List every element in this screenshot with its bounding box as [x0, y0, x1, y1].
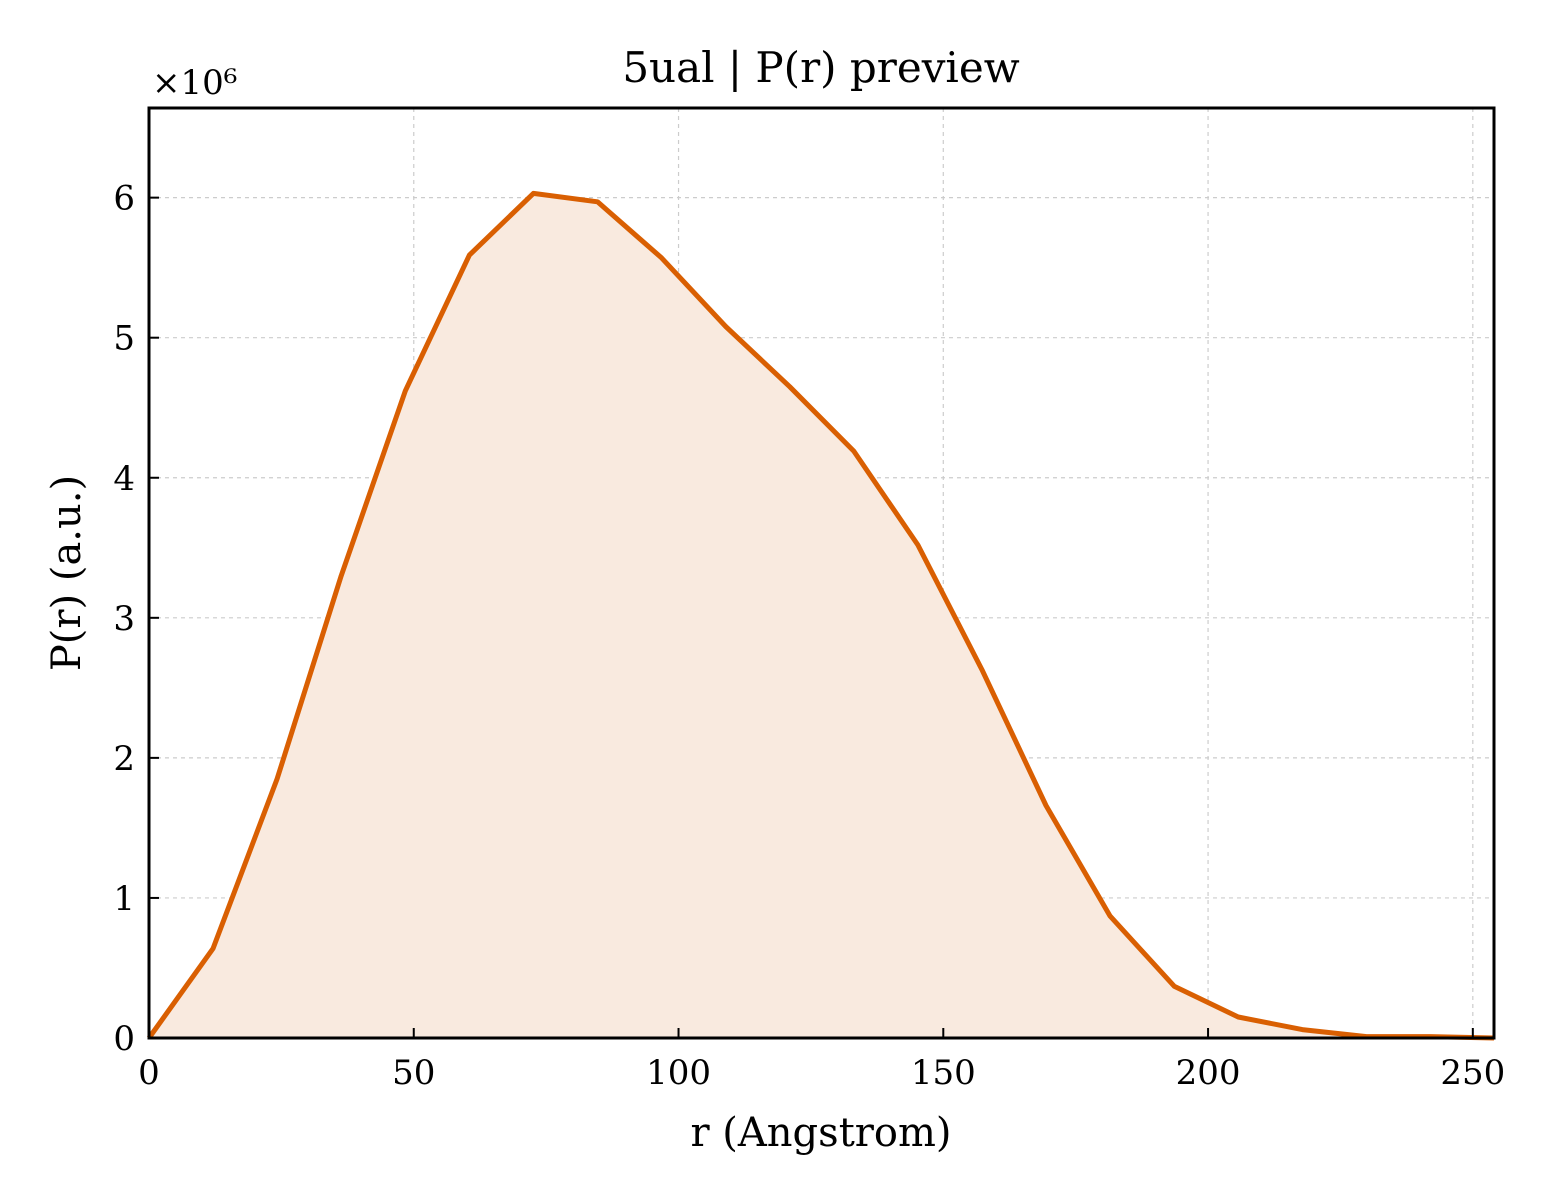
x-tick-label: 0 [138, 1053, 160, 1093]
plot-frame [147, 106, 1496, 1040]
series-line [146, 190, 1495, 1041]
x-tick-label: 200 [1176, 1053, 1241, 1093]
y-axis-label: P(r) (a.u.) [44, 475, 90, 671]
area-fill [149, 193, 1494, 1038]
y-tick-label: 4 [113, 459, 135, 499]
x-tick-label: 150 [911, 1053, 976, 1093]
y-tick-label: 2 [113, 739, 135, 779]
x-tick-label: 100 [646, 1053, 711, 1093]
y-tick-label: 6 [113, 179, 135, 219]
chart-title: 5ual | P(r) preview [622, 43, 1019, 92]
y-multiplier: ×10⁶ [152, 63, 237, 103]
y-tick-label: 5 [113, 319, 135, 359]
x-axis-label: r (Angstrom) [690, 1110, 951, 1156]
y-tick-label: 1 [113, 879, 135, 919]
y-tick-label: 3 [113, 599, 135, 639]
x-tick-label: 50 [392, 1053, 435, 1093]
x-tick-label: 250 [1440, 1053, 1505, 1093]
y-tick-label: 0 [113, 1019, 135, 1059]
ticks: 0 50 100 150 200 250 0 1 2 3 4 5 6 [113, 179, 1505, 1093]
